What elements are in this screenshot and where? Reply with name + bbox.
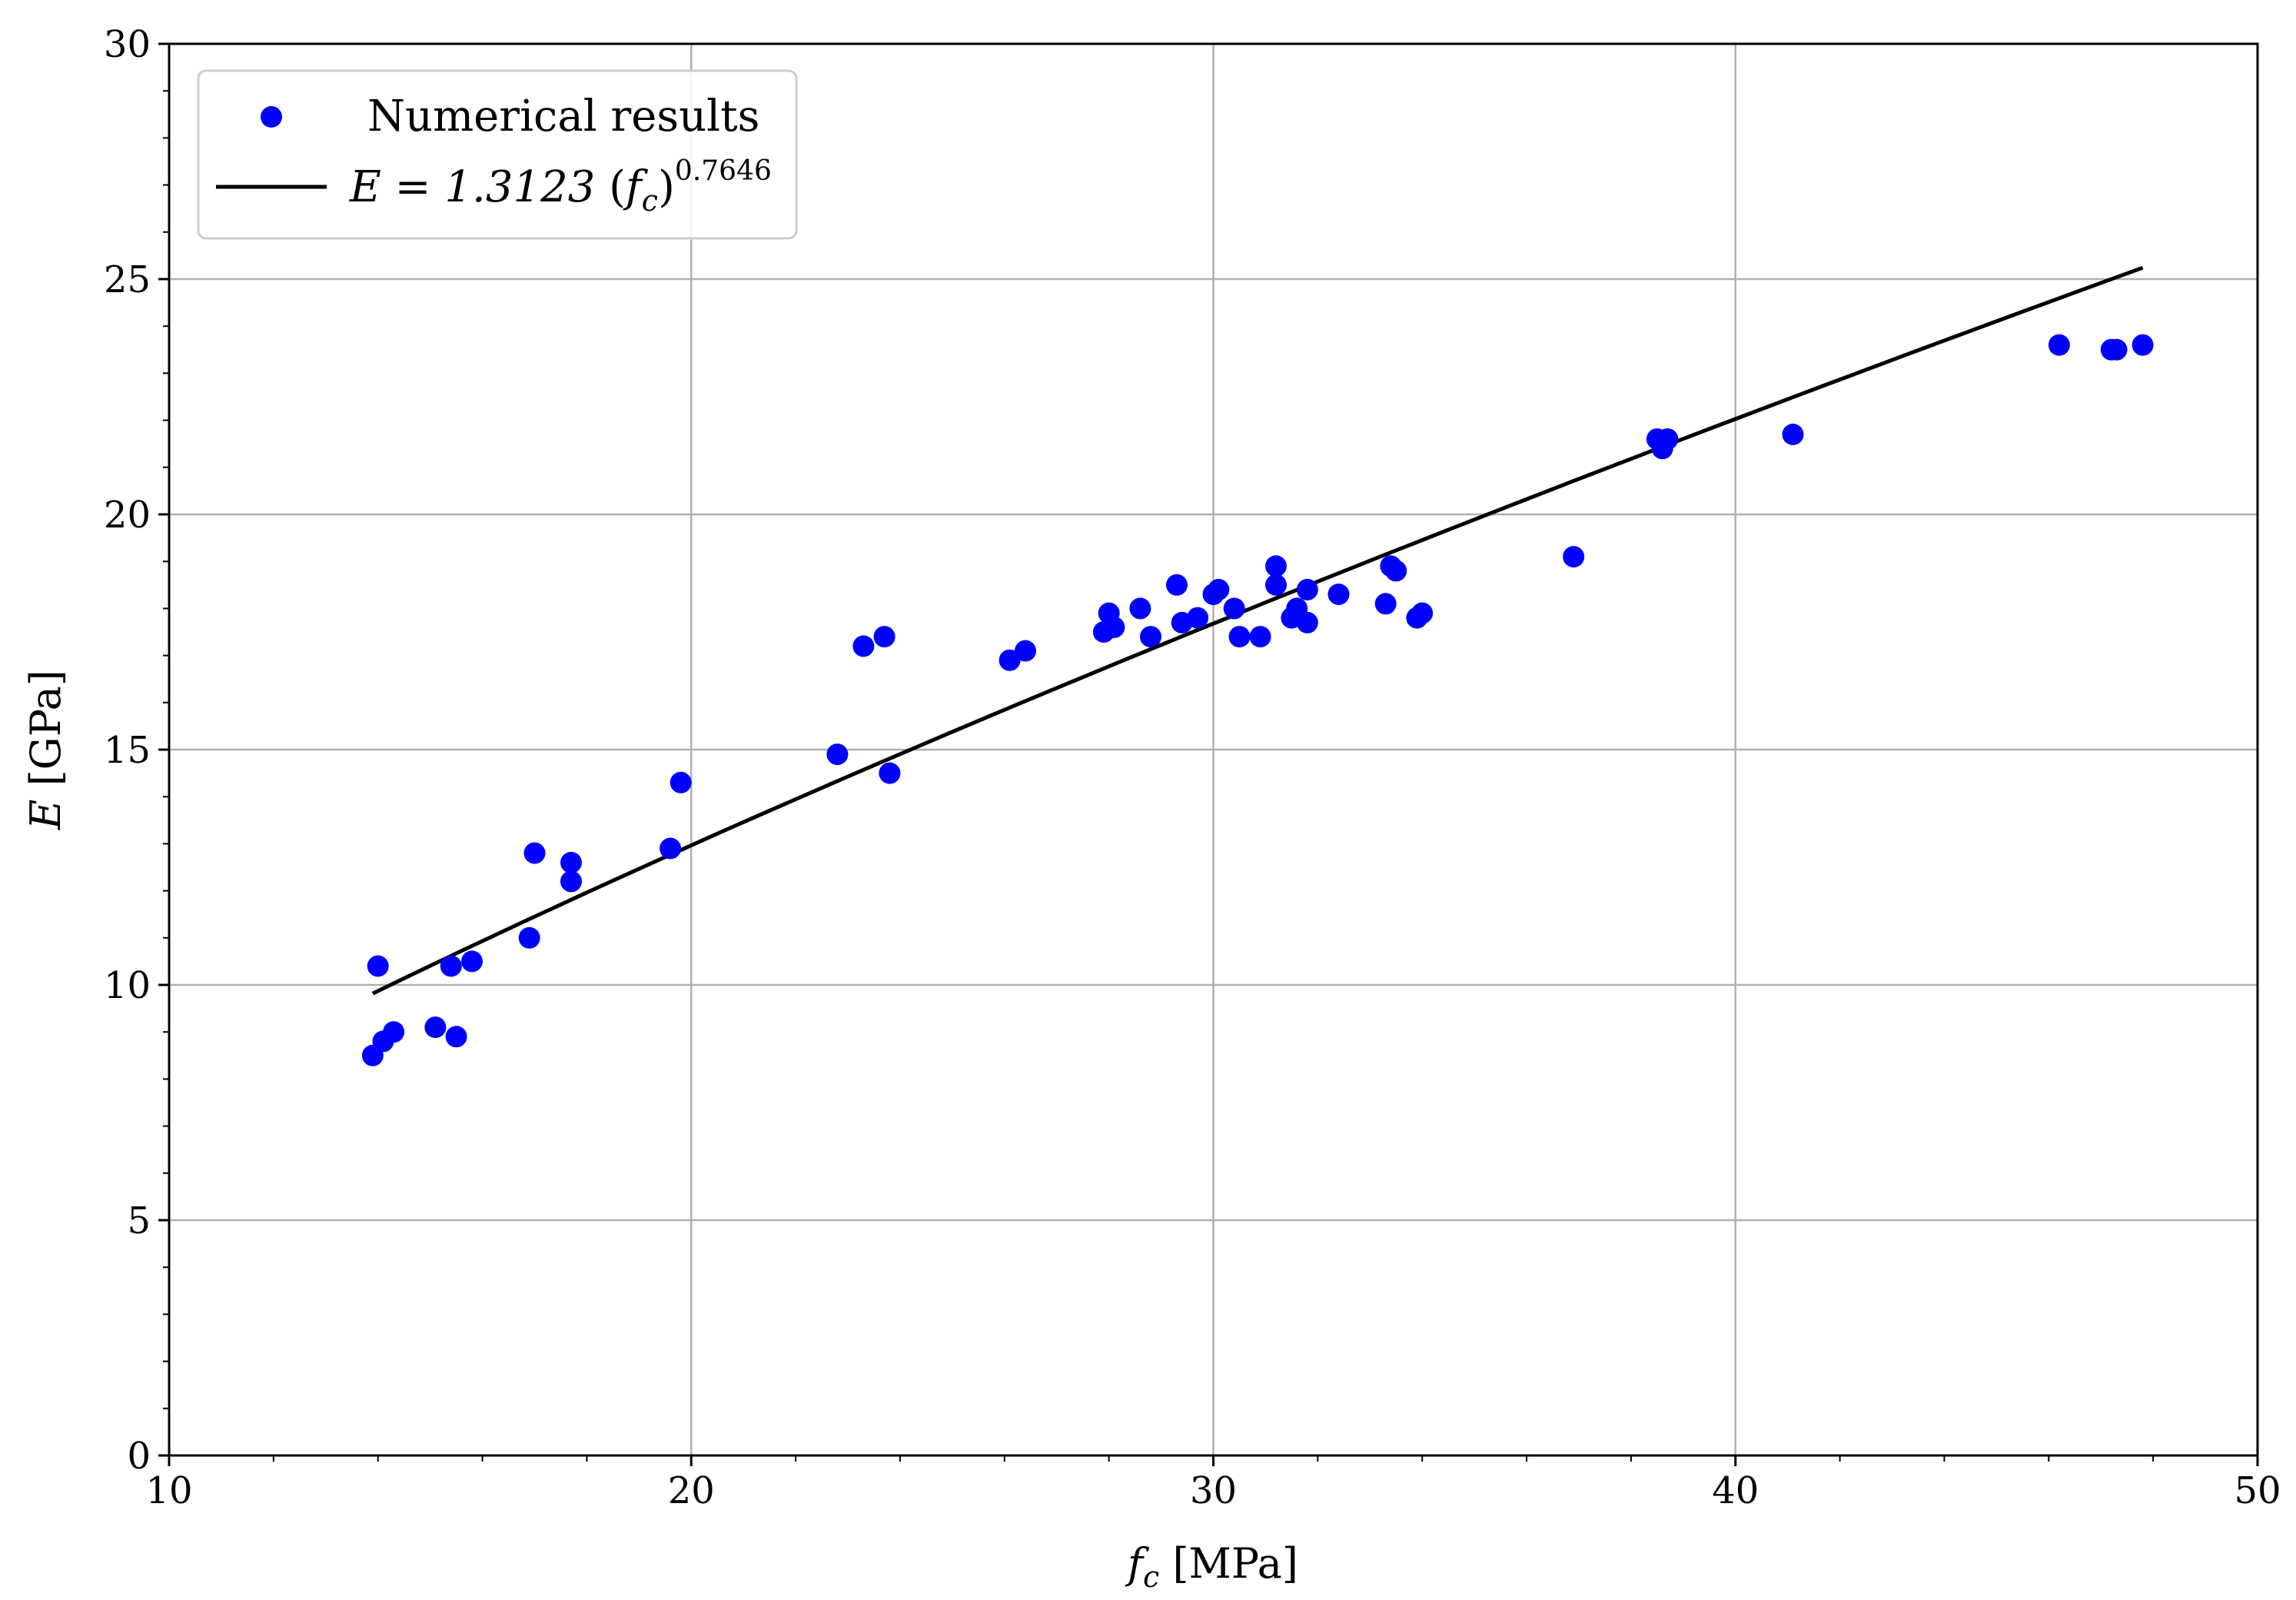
y-tick-label: 20 [104, 494, 151, 537]
y-axis-label-symbol: E [22, 800, 70, 830]
y-axis: 0 5 10 15 20 25 30 [104, 23, 169, 1478]
data-point [1411, 602, 1434, 624]
data-point [1265, 555, 1287, 577]
data-point [998, 649, 1021, 671]
x-axis-label: fc [MPa] [1125, 1539, 1298, 1594]
data-point [670, 771, 692, 793]
data-point [879, 762, 901, 784]
y-tick-label: 30 [104, 23, 151, 66]
legend-box [197, 69, 798, 240]
legend-label-numerical: Numerical results [367, 91, 759, 141]
data-point [2105, 338, 2128, 361]
data-point [424, 1016, 447, 1039]
x-tick-label: 30 [1190, 1469, 1237, 1512]
data-point [660, 837, 682, 860]
y-tick-label: 15 [104, 729, 151, 772]
data-point [1374, 593, 1397, 615]
x-axis-label-subscript: c [1143, 1560, 1159, 1594]
x-axis: 10 20 30 40 50 [145, 1455, 2281, 1512]
data-point [852, 635, 875, 657]
data-point [383, 1021, 405, 1043]
y-tick-label: 25 [104, 258, 151, 301]
legend-label-fit: E = 1.3123 (fc)0.7646 [349, 155, 772, 218]
data-point [873, 626, 895, 648]
data-point [1228, 626, 1251, 648]
data-point [1782, 424, 1804, 445]
data-point [2132, 334, 2154, 356]
data-point [1249, 626, 1271, 648]
data-point [1563, 546, 1585, 568]
y-tick-label: 5 [127, 1199, 151, 1242]
data-point [1265, 574, 1287, 596]
y-tick-label: 0 [127, 1435, 151, 1478]
data-point [461, 950, 483, 973]
data-point [367, 955, 389, 977]
data-point [2048, 334, 2070, 356]
data-point [1140, 626, 1161, 648]
data-point [523, 842, 546, 864]
legend: Numerical results E = 1.3123 (fc)0.7646 [197, 69, 798, 240]
legend-marker-dot [261, 106, 282, 128]
data-points [361, 334, 2154, 1066]
data-point [1187, 607, 1209, 629]
data-point [560, 870, 582, 893]
x-axis-label-unit: [MPa] [1172, 1539, 1298, 1588]
grid [169, 44, 2258, 1455]
data-point [1129, 597, 1151, 620]
data-point [560, 851, 582, 873]
data-point [1166, 574, 1188, 596]
data-point [1103, 616, 1125, 638]
data-point [1296, 578, 1318, 600]
y-tick-label: 10 [104, 964, 151, 1007]
data-point [1327, 584, 1350, 605]
x-tick-label: 50 [2234, 1469, 2281, 1512]
data-point [1656, 428, 1679, 451]
data-point [440, 955, 462, 977]
data-point [1296, 611, 1318, 634]
data-point [518, 926, 540, 949]
x-tick-label: 10 [145, 1469, 192, 1512]
data-point [1208, 578, 1230, 600]
data-point [1385, 560, 1407, 582]
x-tick-label: 40 [1712, 1469, 1759, 1512]
data-point [1223, 597, 1245, 620]
y-axis-label-unit: [GPa] [22, 670, 70, 786]
data-point [1015, 640, 1036, 662]
y-axis-label: E [GPa] [22, 670, 70, 830]
data-point [445, 1026, 467, 1048]
minor-ticks [163, 90, 2155, 1462]
x-tick-label: 20 [668, 1469, 715, 1512]
data-point [826, 743, 849, 766]
